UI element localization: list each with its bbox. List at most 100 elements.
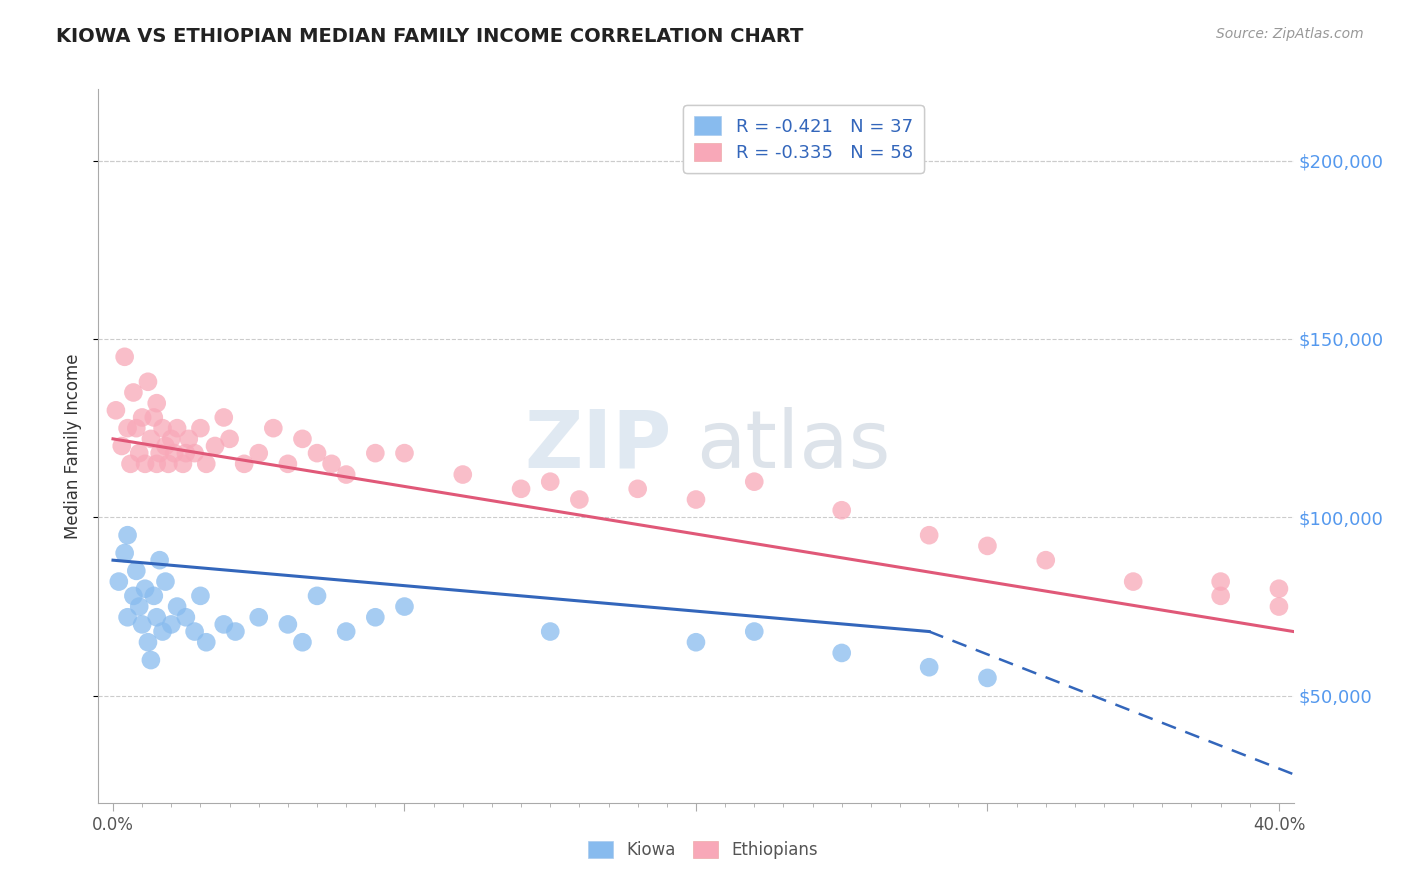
Point xyxy=(128,446,150,460)
Point xyxy=(125,564,148,578)
Point xyxy=(139,653,162,667)
Point xyxy=(538,624,561,639)
Text: ZIP: ZIP xyxy=(524,407,672,485)
Point xyxy=(122,589,145,603)
Point xyxy=(321,457,343,471)
Point xyxy=(128,599,150,614)
Point xyxy=(394,599,416,614)
Point xyxy=(183,446,205,460)
Point xyxy=(145,610,167,624)
Point xyxy=(685,635,707,649)
Point xyxy=(152,624,174,639)
Point xyxy=(145,396,167,410)
Point xyxy=(218,432,240,446)
Point xyxy=(120,457,142,471)
Point xyxy=(1035,553,1057,567)
Legend: Kiowa, Ethiopians: Kiowa, Ethiopians xyxy=(582,834,824,866)
Point xyxy=(163,446,186,460)
Point xyxy=(172,457,194,471)
Point xyxy=(131,410,153,425)
Point xyxy=(1122,574,1144,589)
Point xyxy=(1326,617,1348,632)
Point xyxy=(918,660,941,674)
Point xyxy=(627,482,650,496)
Point xyxy=(160,432,183,446)
Point xyxy=(212,617,235,632)
Point xyxy=(131,617,153,632)
Point xyxy=(122,385,145,400)
Point xyxy=(114,546,136,560)
Point xyxy=(831,503,853,517)
Point xyxy=(224,624,246,639)
Point xyxy=(142,589,165,603)
Point xyxy=(183,624,205,639)
Point xyxy=(104,403,127,417)
Point xyxy=(117,528,139,542)
Point xyxy=(136,375,159,389)
Point xyxy=(166,599,188,614)
Point xyxy=(149,553,172,567)
Point xyxy=(742,624,765,639)
Point xyxy=(247,610,270,624)
Point xyxy=(277,457,299,471)
Point xyxy=(305,589,328,603)
Point xyxy=(305,446,328,460)
Point xyxy=(111,439,134,453)
Point xyxy=(174,610,197,624)
Point xyxy=(335,624,357,639)
Point xyxy=(114,350,136,364)
Text: KIOWA VS ETHIOPIAN MEDIAN FAMILY INCOME CORRELATION CHART: KIOWA VS ETHIOPIAN MEDIAN FAMILY INCOME … xyxy=(56,27,804,45)
Point xyxy=(195,457,218,471)
Point xyxy=(233,457,256,471)
Point xyxy=(125,421,148,435)
Point xyxy=(394,446,416,460)
Point xyxy=(174,446,197,460)
Point xyxy=(918,528,941,542)
Point xyxy=(212,410,235,425)
Point xyxy=(277,617,299,632)
Point xyxy=(685,492,707,507)
Point xyxy=(160,617,183,632)
Point xyxy=(108,574,131,589)
Point xyxy=(117,421,139,435)
Point xyxy=(117,610,139,624)
Point xyxy=(335,467,357,482)
Point xyxy=(247,446,270,460)
Point xyxy=(177,432,200,446)
Point xyxy=(742,475,765,489)
Point xyxy=(1209,574,1232,589)
Point xyxy=(134,582,156,596)
Point xyxy=(291,635,314,649)
Point xyxy=(152,421,174,435)
Text: atlas: atlas xyxy=(696,407,890,485)
Point xyxy=(139,432,162,446)
Point xyxy=(149,446,172,460)
Point xyxy=(1209,589,1232,603)
Point xyxy=(510,482,533,496)
Point xyxy=(451,467,474,482)
Point xyxy=(195,635,218,649)
Y-axis label: Median Family Income: Median Family Income xyxy=(65,353,83,539)
Point xyxy=(134,457,156,471)
Point xyxy=(190,589,212,603)
Point xyxy=(538,475,561,489)
Point xyxy=(364,610,387,624)
Point xyxy=(976,539,998,553)
Point xyxy=(155,439,177,453)
Point xyxy=(157,457,180,471)
Point xyxy=(1268,599,1291,614)
Point xyxy=(568,492,591,507)
Point xyxy=(136,635,159,649)
Point xyxy=(831,646,853,660)
Point xyxy=(364,446,387,460)
Legend: R = -0.421   N = 37, R = -0.335   N = 58: R = -0.421 N = 37, R = -0.335 N = 58 xyxy=(683,105,924,173)
Point xyxy=(142,410,165,425)
Point xyxy=(166,421,188,435)
Point xyxy=(155,574,177,589)
Point xyxy=(1268,582,1291,596)
Point xyxy=(262,421,284,435)
Text: Source: ZipAtlas.com: Source: ZipAtlas.com xyxy=(1216,27,1364,41)
Point xyxy=(291,432,314,446)
Point xyxy=(204,439,226,453)
Point xyxy=(976,671,998,685)
